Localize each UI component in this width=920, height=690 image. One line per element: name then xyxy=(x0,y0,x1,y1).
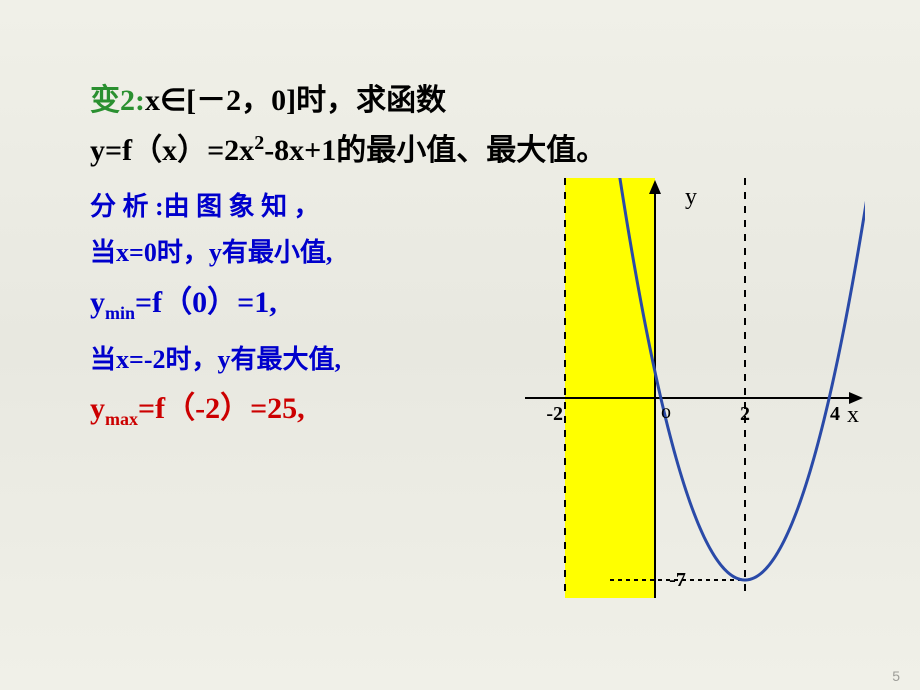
page-number: 5 xyxy=(892,668,900,684)
parabola-graph: y x o -2 2 4 -7 xyxy=(525,178,865,598)
variant-prefix: 变2: xyxy=(90,84,145,117)
svg-text:-7: -7 xyxy=(669,569,686,591)
ymax-result: ymax=f（-2）=25, xyxy=(90,388,500,432)
svg-text:2: 2 xyxy=(740,403,750,425)
analysis-block: 分 析 :由 图 象 知 ， 当x=0时，y有最小值, ymin=f（0）=1,… xyxy=(90,189,500,433)
analysis-head: 分 析 :由 图 象 知 ， xyxy=(90,189,500,225)
svg-text:4: 4 xyxy=(830,403,840,425)
svg-text:o: o xyxy=(661,401,671,423)
svg-text:x: x xyxy=(847,402,859,428)
max-condition: 当x=-2时，y有最大值, xyxy=(90,342,500,378)
svg-text:-2: -2 xyxy=(546,403,563,425)
problem-title-line2: y=f（x）=2x2-8x+1的最小值、最大值。 xyxy=(90,125,870,169)
title-rest1: x∈[－2，0]时，求函数 xyxy=(145,84,446,117)
svg-text:y: y xyxy=(685,184,697,210)
problem-title-line1: 变2:x∈[－2，0]时，求函数 xyxy=(90,75,870,119)
min-condition: 当x=0时，y有最小值, xyxy=(90,235,500,271)
ymin-result: ymin=f（0）=1, xyxy=(90,282,500,326)
